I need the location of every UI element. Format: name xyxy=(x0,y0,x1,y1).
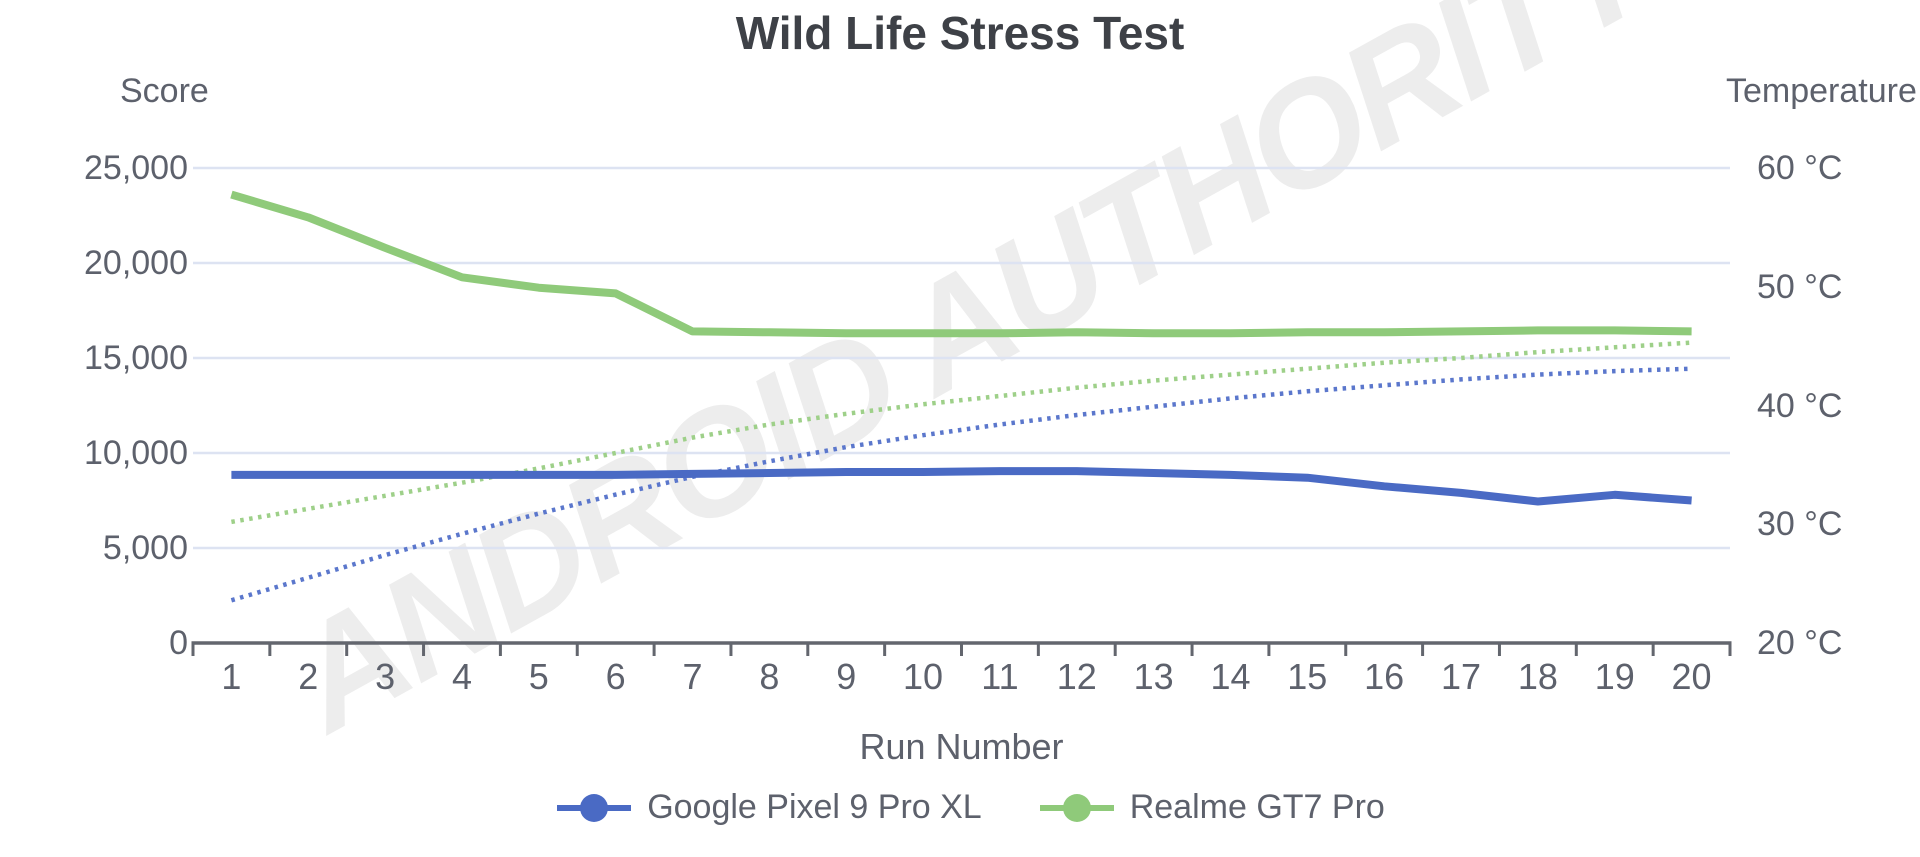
left-axis-title: Score xyxy=(120,72,209,110)
score-tick-label: 0 xyxy=(169,624,188,662)
x-axis-title: Run Number xyxy=(859,726,1064,767)
score-tick-label: 20,000 xyxy=(84,244,188,282)
chart-title: Wild Life Stress Test xyxy=(735,7,1185,59)
score-tick-label: 10,000 xyxy=(84,434,188,472)
run-number-tick-label: 8 xyxy=(759,656,780,697)
legend-item-pixel: Google Pixel 9 Pro XL xyxy=(555,788,982,827)
score-tick-label: 5,000 xyxy=(102,529,188,567)
run-number-tick-label: 1 xyxy=(221,656,242,697)
temperature-tick-label: 30 °C xyxy=(1757,505,1843,544)
score-tick-label: 15,000 xyxy=(84,339,188,377)
run-number-tick-label: 12 xyxy=(1056,656,1097,697)
legend-label-pixel: Google Pixel 9 Pro XL xyxy=(647,788,982,826)
run-number-tick-label: 5 xyxy=(528,656,549,697)
legend: Google Pixel 9 Pro XL Realme GT7 Pro xyxy=(0,788,1920,827)
run-number-tick-label: 9 xyxy=(836,656,857,697)
temperature-tick-label: 50 °C xyxy=(1757,267,1843,306)
run-number-tick-label: 16 xyxy=(1364,656,1405,697)
legend-item-realme: Realme GT7 Pro xyxy=(1038,788,1385,827)
run-number-tick-label: 10 xyxy=(903,656,944,697)
run-number-tick-label: 7 xyxy=(682,656,703,697)
run-number-tick-label: 15 xyxy=(1287,656,1328,697)
run-number-tick-label: 18 xyxy=(1517,656,1558,697)
temperature-tick-label: 20 °C xyxy=(1757,624,1843,662)
legend-marker-pixel-icon xyxy=(557,793,632,822)
right-axis-title: Temperature xyxy=(1726,72,1917,110)
series-line-realme-temperature xyxy=(231,340,1692,525)
legend-label-realme: Realme GT7 Pro xyxy=(1129,788,1385,826)
run-number-tick-label: 14 xyxy=(1210,656,1251,697)
run-number-tick-label: 3 xyxy=(375,656,396,697)
legend-marker-realme-icon xyxy=(1039,793,1114,822)
series-line-pixel-score xyxy=(231,467,1692,506)
run-number-tick-label: 11 xyxy=(981,656,1019,697)
run-number-tick-label: 19 xyxy=(1594,656,1635,697)
temperature-tick-label: 60 °C xyxy=(1757,149,1843,187)
run-number-tick-label: 17 xyxy=(1440,656,1482,697)
series-line-realme-score xyxy=(230,190,1692,338)
run-number-tick-label: 4 xyxy=(451,656,472,697)
series-line-pixel-temperature xyxy=(230,366,1692,603)
run-number-tick-label: 13 xyxy=(1133,656,1174,697)
run-number-tick-label: 6 xyxy=(605,656,626,697)
temperature-tick-label: 40 °C xyxy=(1757,386,1843,425)
run-number-tick-label: 20 xyxy=(1671,656,1712,697)
score-tick-label: 25,000 xyxy=(84,149,188,187)
run-number-tick-label: 2 xyxy=(298,656,319,697)
gridlines xyxy=(193,166,1730,550)
x-axis-ticks xyxy=(191,643,1732,656)
